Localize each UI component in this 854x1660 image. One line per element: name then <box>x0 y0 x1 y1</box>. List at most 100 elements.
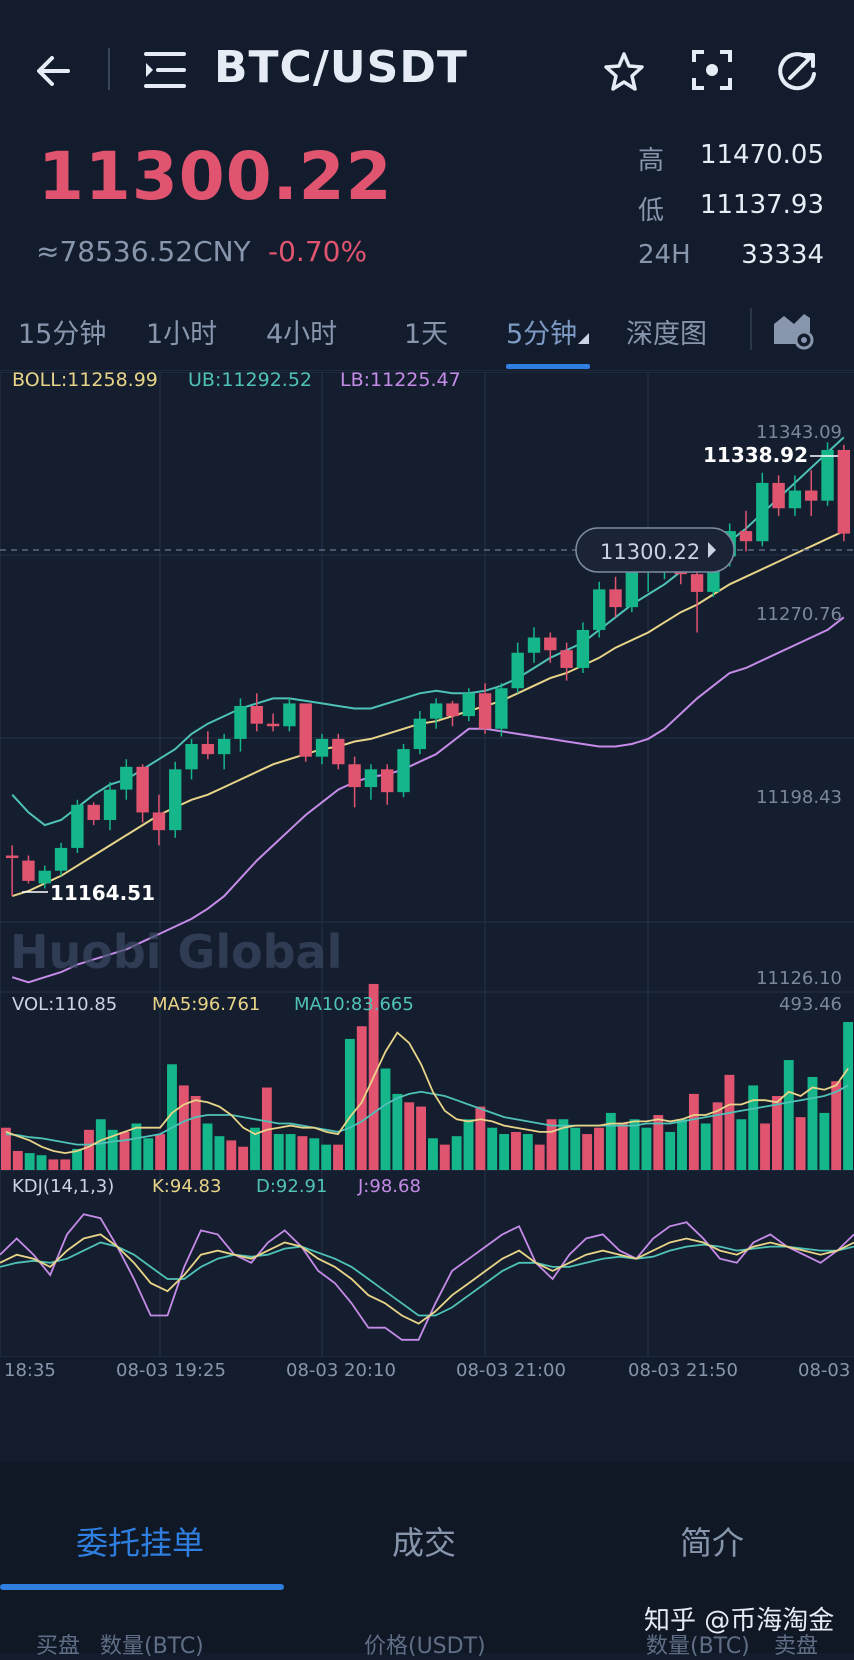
current-price-tag[interactable] <box>575 527 735 573</box>
tab-1hour[interactable]: 1小时 <box>146 319 218 350</box>
back-arrow-icon <box>37 56 70 86</box>
volume-bar <box>36 1155 47 1170</box>
bottom-panel <box>0 1462 854 1653</box>
volume-bar <box>594 1127 604 1170</box>
tab-divider <box>750 308 752 350</box>
lb-label: LB:11225.47 <box>340 372 461 391</box>
market-list-button[interactable] <box>142 48 188 92</box>
tab-trades[interactable]: 成交 <box>392 1524 457 1562</box>
tab-15min[interactable]: 15分钟 <box>18 319 107 350</box>
volume-bar <box>202 1123 213 1170</box>
tab-open-orders[interactable]: 委托挂单 <box>76 1524 205 1562</box>
candle-body <box>821 449 834 501</box>
dropdown-triangle-icon <box>578 330 590 349</box>
volume-bar <box>653 1115 664 1170</box>
tab-1day[interactable]: 1天 <box>404 319 449 350</box>
chart-settings-button[interactable] <box>770 306 816 352</box>
volume-bar <box>724 1074 735 1170</box>
screenshot-button[interactable] <box>690 48 734 92</box>
candle-body <box>446 703 459 717</box>
time-axis-bg <box>0 1357 854 1462</box>
volume-bar <box>819 1112 830 1170</box>
last-price: 11300.22 <box>38 138 393 215</box>
kdj-label: KDJ(14,1,3) <box>12 1176 114 1197</box>
volume-bar <box>487 1127 498 1170</box>
kdj-k-line <box>0 1233 854 1325</box>
kline-chart[interactable]: BOLL:11258.99 UB:11292.52 LB:11225.47 11… <box>0 372 854 1462</box>
volume-bar <box>107 1129 118 1170</box>
cny-price: ≈78536.52CNY <box>36 235 251 268</box>
volume-bar <box>321 1144 332 1170</box>
star-icon <box>604 52 644 91</box>
candle-body <box>576 629 590 668</box>
axis-label-3: 11198.43 <box>756 787 842 808</box>
volume-bar <box>344 1038 355 1170</box>
volume-bar <box>795 1117 806 1170</box>
col-price: 价格(USDT) <box>364 1634 486 1659</box>
volume-bar <box>439 1144 450 1170</box>
volume-bar <box>1 1127 11 1170</box>
back-button[interactable] <box>30 46 80 96</box>
high-value: 11470.05 <box>699 140 824 170</box>
volume-bar <box>416 1106 426 1170</box>
time-label: 08-03 <box>798 1360 850 1381</box>
candle-body <box>397 749 410 793</box>
volume-bar <box>95 1119 106 1170</box>
volume-bar <box>522 1134 533 1170</box>
volume-bar <box>665 1131 676 1170</box>
candle-body <box>38 870 51 884</box>
kdj-d-label: D:92.91 <box>256 1176 327 1197</box>
time-axis: 18:35 08-03 19:25 08-03 20:10 08-03 21:00 08… <box>4 1360 850 1381</box>
volume-bar <box>285 1134 296 1170</box>
volume-bar <box>700 1123 711 1170</box>
candle-body <box>250 705 263 724</box>
candle-body <box>185 743 198 770</box>
tab-4hour[interactable]: 4小时 <box>266 319 338 350</box>
candle-body <box>266 723 280 727</box>
tab-5min[interactable]: 5分钟 <box>506 319 578 350</box>
volume-bar <box>605 1112 616 1170</box>
chart-settings-icon <box>774 314 814 350</box>
tab-depth-chart[interactable]: 深度图 <box>626 319 707 350</box>
ub-label: UB:11292.52 <box>188 372 312 391</box>
axis-label-4: 11126.10 <box>756 968 842 989</box>
volume-bar <box>499 1134 510 1170</box>
volume-bar <box>511 1131 521 1170</box>
volume-bar <box>131 1123 142 1170</box>
candle-body <box>413 718 427 750</box>
kdj-j-line <box>0 1213 854 1341</box>
time-label: 08-03 21:50 <box>628 1360 738 1381</box>
volume-bar <box>84 1129 94 1170</box>
volume-bar <box>712 1102 723 1170</box>
volume-bar <box>428 1138 438 1170</box>
menu-list-icon <box>144 52 186 88</box>
volume-bar <box>250 1127 260 1170</box>
candle-body <box>739 531 753 542</box>
candle-body <box>756 482 769 542</box>
candle-body <box>217 738 231 755</box>
axis-label-1: 11343.09 <box>756 422 842 443</box>
time-label: 18:35 <box>4 1360 56 1381</box>
volume-bar <box>143 1138 154 1170</box>
volume-bar <box>629 1119 640 1170</box>
volume-bar <box>771 1096 782 1170</box>
high-marker-label: 11338.92 <box>703 443 808 467</box>
volume-bar <box>546 1119 557 1170</box>
candle-body <box>234 705 247 739</box>
tab-intro[interactable]: 简介 <box>680 1524 745 1562</box>
candle-body <box>71 804 84 848</box>
share-button[interactable] <box>774 48 820 94</box>
candle-body <box>788 490 802 509</box>
volume-bar <box>463 1119 474 1170</box>
bottom-tab-indicator <box>0 1584 284 1590</box>
favorite-button[interactable] <box>602 50 646 94</box>
symbol-title[interactable]: BTC/USDT <box>214 42 468 93</box>
time-label: 08-03 19:25 <box>116 1360 226 1381</box>
kdj-lines <box>0 1213 854 1341</box>
candle-body <box>348 764 361 788</box>
volume-bar <box>748 1085 759 1170</box>
candle-body <box>429 703 443 719</box>
candle-body <box>299 703 312 757</box>
vol-ma10-label: MA10:83.665 <box>294 994 414 1015</box>
volume-bar <box>167 1064 177 1170</box>
